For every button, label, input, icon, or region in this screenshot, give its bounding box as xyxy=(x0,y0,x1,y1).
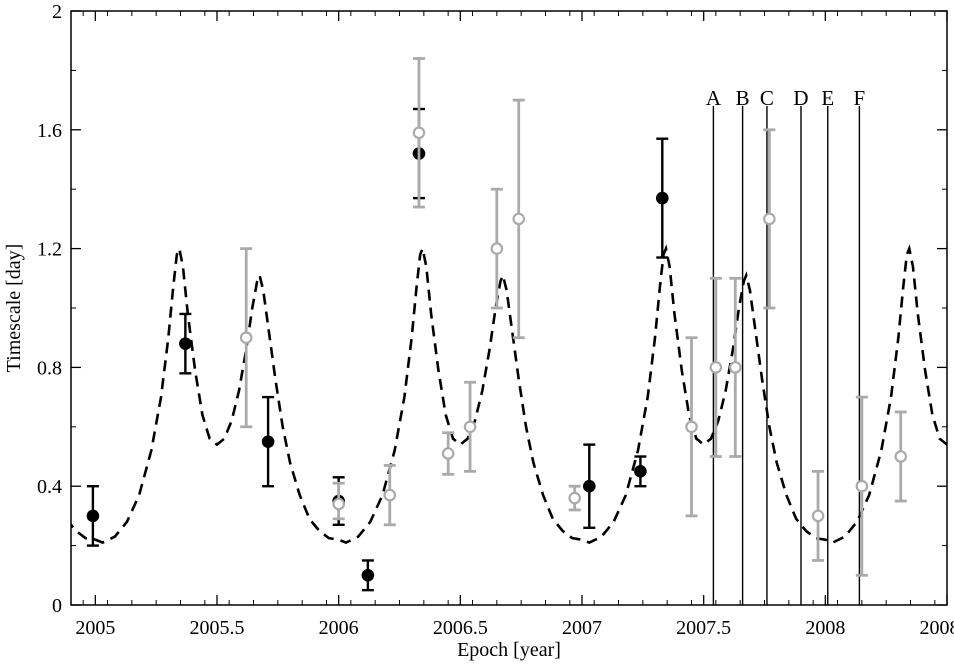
x-tick-label: 2007 xyxy=(562,617,602,639)
x-tick-label: 2006 xyxy=(319,617,359,639)
y-tick-label: 0.8 xyxy=(37,357,62,379)
open-point-0-marker xyxy=(239,331,253,344)
open-point-7-marker xyxy=(512,212,526,226)
open-point-9-marker xyxy=(685,420,698,434)
open-point-14-marker xyxy=(855,479,869,493)
open-point-15-marker xyxy=(894,450,908,463)
open-point-1-marker xyxy=(332,497,345,511)
marker-label-B: B xyxy=(736,86,750,110)
y-axis-title: Timescale [day] xyxy=(3,244,25,373)
filled-point-0-marker xyxy=(86,509,100,523)
open-point-6-marker xyxy=(490,242,504,255)
y-tick-label: 2 xyxy=(52,1,62,23)
marker-label-A: A xyxy=(706,86,722,110)
model-curve-group xyxy=(71,244,947,545)
filled-point-1-marker xyxy=(179,337,192,350)
x-tick-label: 2005.5 xyxy=(190,617,245,639)
open-point-12-marker xyxy=(763,212,776,226)
x-tick-label: 2006.5 xyxy=(433,617,488,639)
marker-label-D: D xyxy=(793,86,808,110)
x-tick-label: 2005 xyxy=(75,617,115,639)
y-tick-label: 0 xyxy=(52,595,62,617)
x-tick-label: 2008 xyxy=(805,617,845,639)
x-tick-label: 2007.5 xyxy=(676,617,731,639)
open-point-2-marker xyxy=(383,488,397,502)
open-point-8-marker xyxy=(568,491,581,505)
open-point-13-marker xyxy=(811,509,825,523)
open-point-5-marker xyxy=(463,420,477,434)
y-tick-label: 1.6 xyxy=(37,120,62,142)
data-series-group xyxy=(86,57,908,592)
open-point-11-marker xyxy=(728,361,742,374)
open-point-3-marker xyxy=(412,126,426,140)
marker-label-C: C xyxy=(760,86,774,110)
filled-point-8-marker xyxy=(656,191,669,205)
filled-point-2-marker xyxy=(261,435,275,448)
y-tick-label: 1.2 xyxy=(37,239,62,261)
marker-label-E: E xyxy=(821,86,834,110)
filled-point-4-marker xyxy=(361,569,375,582)
model-curve xyxy=(71,244,947,545)
filled-point-7-marker xyxy=(634,465,647,478)
y-tick-label: 0.4 xyxy=(37,476,62,498)
filled-point-6-marker xyxy=(583,479,596,493)
x-tick-label: 2008.5 xyxy=(920,617,954,639)
axes-group: 2005 2005.5 2006 2006.5 2007 2007.5 2008 2008.5… xyxy=(37,1,954,639)
open-point-10-marker xyxy=(709,361,723,374)
open-point-4-marker xyxy=(441,447,455,460)
marker-label-F: F xyxy=(854,86,866,110)
x-axis-title: Epoch [year] xyxy=(457,639,561,661)
